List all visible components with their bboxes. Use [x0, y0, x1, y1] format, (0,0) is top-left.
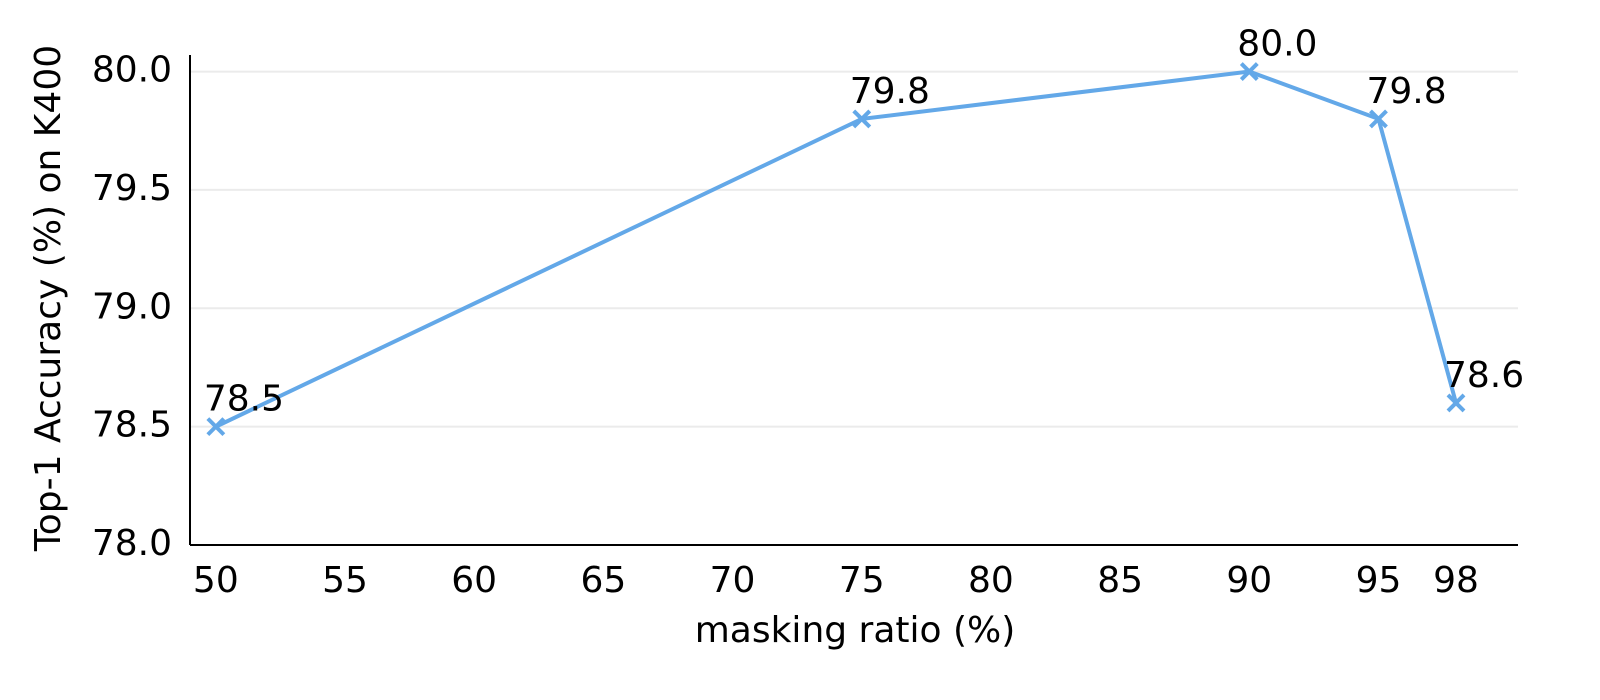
y-tick-label: 80.0 [92, 50, 172, 91]
y-tick-label: 79.0 [92, 286, 172, 327]
x-tick-label: 55 [322, 560, 368, 601]
data-label: 79.8 [1366, 71, 1446, 112]
x-axis-label: masking ratio (%) [695, 610, 1016, 651]
x-tick-label: 80 [968, 560, 1014, 601]
data-label: 78.6 [1444, 355, 1524, 396]
data-label: 79.8 [850, 71, 930, 112]
y-tick-label: 78.5 [92, 405, 172, 446]
data-label: 80.0 [1237, 24, 1317, 65]
x-tick-label: 60 [451, 560, 497, 601]
x-tick-label: 70 [710, 560, 756, 601]
data-label: 78.5 [204, 379, 284, 420]
series-line [214, 69, 1458, 429]
x-tick-label: 85 [1097, 560, 1143, 601]
marker [1446, 393, 1466, 413]
y-tick-label: 78.0 [92, 523, 172, 564]
x-tick-label: 50 [193, 560, 239, 601]
marker [1239, 62, 1259, 81]
marker [206, 417, 226, 437]
x-tick-label: 98 [1433, 560, 1479, 601]
x-tick-label: 75 [839, 560, 885, 601]
marker [852, 109, 872, 129]
x-tick-label: 90 [1226, 560, 1272, 601]
y-axis-label: Top-1 Accuracy (%) on K400 [28, 45, 69, 552]
x-tick-label: 95 [1356, 560, 1402, 601]
x-tick-label: 65 [580, 560, 626, 601]
marker [1369, 109, 1388, 129]
y-tick-label: 79.5 [92, 168, 172, 209]
